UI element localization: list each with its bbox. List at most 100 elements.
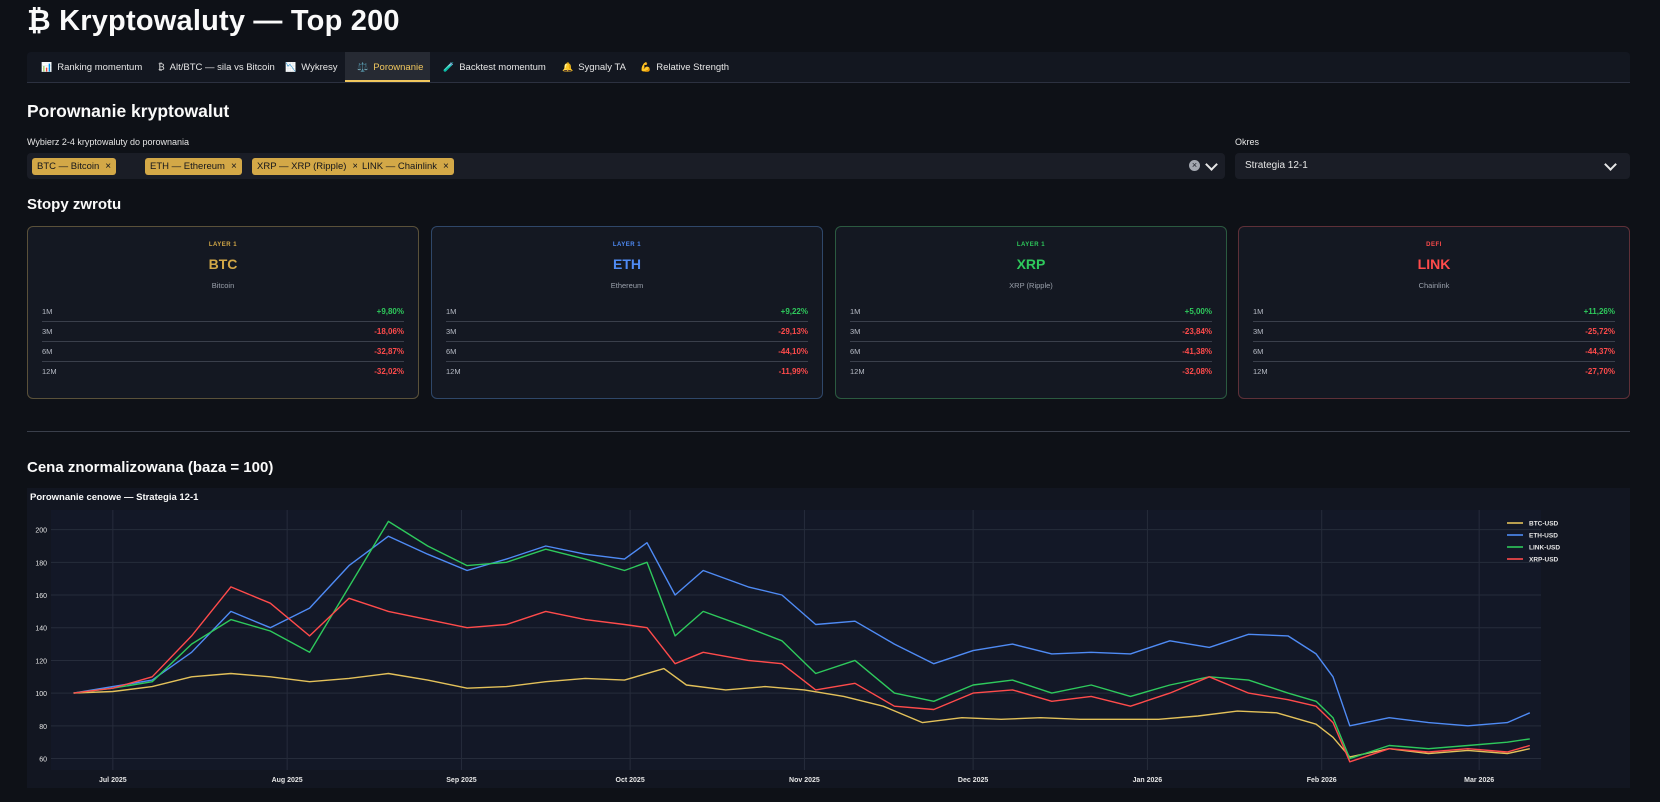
app-title: ₿ Kryptowaluty — Top 200 — [27, 5, 400, 37]
tab-label: Ranking momentum — [57, 62, 143, 73]
clear-all-icon[interactable]: × — [1189, 160, 1200, 171]
x-tick-label: Aug 2025 — [272, 777, 303, 784]
tab-relative-strength[interactable]: 💪 Relative Strength — [634, 52, 734, 82]
card-symbol: LINK — [1417, 256, 1451, 272]
return-row: 1M +9,22% — [446, 302, 808, 322]
return-period: 1M — [446, 307, 457, 316]
remove-icon[interactable]: × — [442, 161, 449, 172]
return-period: 1M — [850, 307, 861, 316]
tab-label: Sygnaly TA — [578, 62, 626, 73]
series-line-link-usd — [73, 520, 1530, 760]
return-period: 1M — [1253, 307, 1264, 316]
return-value: -11,99% — [778, 367, 808, 376]
y-tick-label: 80 — [39, 724, 47, 731]
return-value: -27,70% — [1585, 367, 1615, 376]
period-value: Strategia 12-1 — [1245, 160, 1308, 171]
scales-icon: ⚖️ — [357, 62, 369, 72]
period-label: Okres — [1235, 137, 1260, 147]
return-period: 1M — [42, 307, 53, 316]
x-tick-label: Nov 2025 — [789, 777, 820, 784]
chip-btc[interactable]: BTC — Bitcoin × — [32, 158, 117, 175]
tab-sygnaly-ta[interactable]: 🔔 Sygnaly TA — [556, 52, 626, 82]
remove-icon[interactable]: × — [105, 161, 112, 172]
remove-icon[interactable]: × — [230, 161, 237, 172]
tab-label: Relative Strength — [656, 62, 730, 73]
return-period: 6M — [446, 347, 457, 356]
return-value: +5,00% — [1184, 307, 1212, 316]
return-period: 6M — [1253, 347, 1264, 356]
chip-eth[interactable]: ETH — Ethereum × — [145, 158, 242, 175]
normalized-heading: Cena znormalizowana (baza = 100) — [27, 459, 274, 476]
return-value: -25,72% — [1585, 327, 1615, 336]
return-value: -23,84% — [1182, 327, 1212, 336]
return-value: -29,13% — [778, 327, 808, 336]
series-line-xrp-usd — [73, 586, 1530, 763]
chip-link[interactable]: LINK — Chainlink × — [357, 158, 454, 175]
y-tick-label: 140 — [35, 626, 47, 633]
plot-area — [51, 510, 1541, 770]
return-value: -32,02% — [374, 367, 404, 376]
tab-label: Backtest momentum — [459, 62, 546, 73]
compare-heading: Porownanie kryptowalut — [27, 101, 230, 121]
return-period: 12M — [42, 367, 57, 376]
tab-wykresy[interactable]: 📉 Wykresy — [279, 52, 344, 82]
period-select[interactable]: Strategia 12-1 — [1235, 153, 1630, 179]
crypto-multiselect[interactable]: BTC — Bitcoin × ETH — Ethereum × XRP — XRP… — [27, 153, 1225, 179]
return-row: 6M -32,87% — [42, 342, 404, 362]
tab-alt-btc[interactable]: ₿ Alt/BTC — sila vs Bitcoin — [152, 52, 287, 82]
x-tick-label: Oct 2025 — [616, 777, 645, 784]
card-name: Ethereum — [610, 281, 644, 290]
chip-label: LINK — Chainlink — [362, 161, 437, 172]
return-card-xrp: LAYER 1 XRP XRP (Ripple) 1M +5,00% 3M -23,… — [835, 226, 1227, 399]
chart-svg[interactable]: 60 80 100 120 140 160 180 200 Jul 2025 Aug 2025 Se… — [27, 488, 1630, 788]
card-category: DEFI — [1426, 242, 1442, 248]
select-label: Wybierz 2-4 kryptowaluty do porownania — [27, 137, 189, 147]
card-symbol: BTC — [208, 256, 238, 272]
chip-label: ETH — Ethereum — [150, 161, 225, 172]
tab-label: Porownanie — [373, 62, 424, 73]
return-card-btc: LAYER 1 BTC Bitcoin 1M +9,80% 3M -18,06% 6… — [27, 226, 419, 399]
returns-heading: Stopy zwrotu — [27, 196, 122, 213]
card-category: LAYER 1 — [208, 242, 238, 248]
return-value: -18,06% — [374, 327, 404, 336]
return-period: 12M — [1253, 367, 1268, 376]
price-comparison-chart[interactable]: 60 80 100 120 140 160 180 200 Jul 2025 Aug 2025 Se… — [27, 488, 1630, 788]
card-category: LAYER 1 — [612, 242, 642, 248]
chevron-down-icon[interactable] — [1205, 158, 1218, 171]
tab-backtest-momentum[interactable]: 🧪 Backtest momentum — [437, 52, 549, 82]
x-tick-label: Sep 2025 — [446, 777, 476, 784]
return-row: 3M -18,06% — [42, 322, 404, 342]
return-card-link: DEFI LINK Chainlink 1M +11,26% 3M -25,72% … — [1238, 226, 1630, 399]
return-period: 3M — [1253, 327, 1264, 336]
y-tick-label: 100 — [35, 691, 47, 698]
return-period: 6M — [42, 347, 53, 356]
legend-label: ETH-USD — [1529, 533, 1558, 540]
section-divider — [27, 431, 1630, 432]
return-row: 12M -32,02% — [42, 362, 404, 382]
return-value: -32,08% — [1182, 367, 1212, 376]
return-row: 6M -41,38% — [850, 342, 1212, 362]
card-name: XRP (Ripple) — [1009, 281, 1053, 290]
return-period: 12M — [446, 367, 461, 376]
tab-bar: 📊 Ranking momentum ₿ Alt/BTC — sila vs Bit… — [27, 52, 1630, 83]
tab-porownanie[interactable]: ⚖️ Porownanie — [345, 52, 430, 82]
tab-label: Wykresy — [301, 62, 338, 73]
y-tick-label: 60 — [39, 757, 47, 764]
tab-ranking-momentum[interactable]: 📊 Ranking momentum — [35, 52, 145, 82]
bell-icon: 🔔 — [562, 62, 574, 72]
return-period: 3M — [850, 327, 861, 336]
return-row: 3M -25,72% — [1253, 322, 1615, 342]
chip-label: XRP — XRP (Ripple) — [257, 161, 347, 172]
test-tube-icon: 🧪 — [443, 62, 455, 72]
chip-label: BTC — Bitcoin — [37, 161, 100, 172]
chip-xrp[interactable]: XRP — XRP (Ripple) × — [252, 158, 364, 175]
return-value: +9,80% — [376, 307, 404, 316]
chevron-down-icon[interactable] — [1604, 158, 1617, 171]
x-tick-label: Jan 2026 — [1133, 777, 1163, 784]
remove-icon[interactable]: × — [352, 161, 359, 172]
return-value: +9,22% — [780, 307, 808, 316]
flexed-arm-icon: 💪 — [640, 62, 652, 72]
card-name: Bitcoin — [211, 281, 235, 290]
return-period: 3M — [42, 327, 53, 336]
return-value: -44,37% — [1585, 347, 1615, 356]
